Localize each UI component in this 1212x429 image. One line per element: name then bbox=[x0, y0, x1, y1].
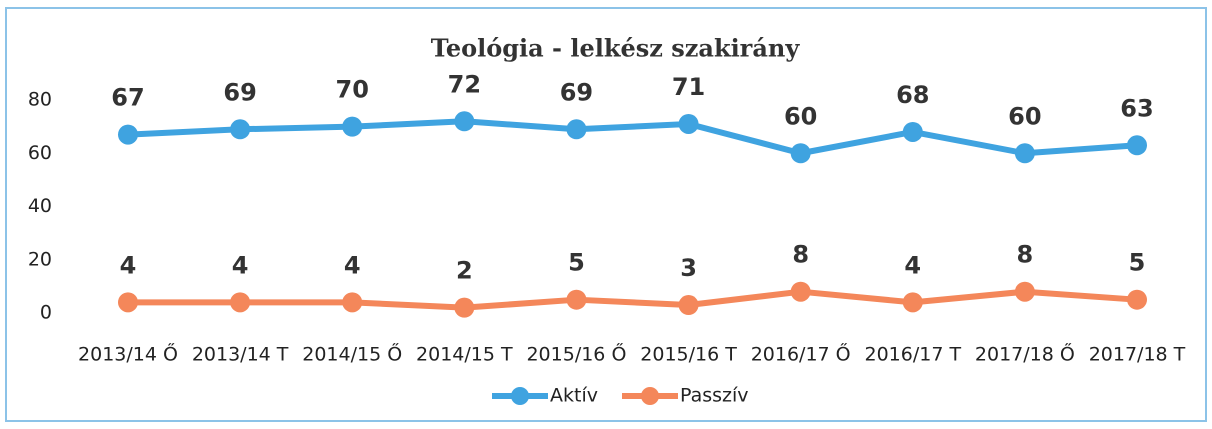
point bbox=[342, 292, 363, 313]
point bbox=[902, 292, 923, 313]
point bbox=[118, 292, 138, 313]
legend-marker bbox=[511, 387, 529, 405]
data-label: 5 bbox=[1129, 249, 1146, 277]
point bbox=[454, 111, 475, 132]
data-label: 2 bbox=[456, 257, 473, 285]
point bbox=[678, 295, 699, 316]
x-tick-label: 2014/15 Ő bbox=[302, 342, 402, 366]
x-tick-label: 2013/14 Ő bbox=[78, 342, 178, 366]
data-label: 4 bbox=[344, 251, 361, 279]
y-tick-label: 0 bbox=[40, 302, 52, 324]
y-tick-label: 20 bbox=[28, 248, 52, 270]
data-label: 68 bbox=[896, 81, 929, 109]
x-tick-label: 2014/15 T bbox=[416, 344, 513, 366]
point bbox=[118, 124, 138, 145]
data-label: 8 bbox=[792, 241, 809, 269]
x-tick-label: 2016/17 Ő bbox=[751, 342, 851, 366]
point bbox=[790, 143, 811, 164]
point bbox=[454, 297, 475, 318]
data-label: 60 bbox=[784, 102, 817, 130]
point bbox=[790, 281, 811, 302]
chart-title: Teológia - lelkész szakirány bbox=[431, 34, 801, 63]
series-line bbox=[127, 118, 1138, 157]
x-tick-label: 2017/18 Ő bbox=[975, 342, 1075, 366]
point bbox=[1127, 289, 1147, 310]
x-tick-label: 2016/17 T bbox=[864, 344, 961, 366]
x-tick-label: 2015/16 T bbox=[640, 344, 737, 366]
frame bbox=[5, 7, 1207, 422]
point bbox=[1127, 135, 1147, 156]
data-label: 4 bbox=[232, 251, 249, 279]
point bbox=[230, 292, 251, 313]
data-label: 63 bbox=[1120, 94, 1153, 122]
y-tick-label: 40 bbox=[28, 195, 52, 217]
point bbox=[678, 113, 699, 134]
data-label: 70 bbox=[336, 76, 369, 104]
y-tick-label: 60 bbox=[28, 142, 52, 164]
data-label: 4 bbox=[904, 251, 921, 279]
data-label: 60 bbox=[1008, 102, 1041, 130]
data-label: 71 bbox=[672, 73, 705, 101]
point bbox=[566, 119, 587, 140]
y-tick-label: 80 bbox=[28, 89, 52, 111]
point bbox=[1014, 281, 1035, 302]
data-label: 4 bbox=[120, 251, 137, 279]
data-label: 3 bbox=[680, 254, 697, 282]
series-line bbox=[128, 288, 1138, 311]
data-label: 69 bbox=[223, 78, 256, 106]
data-label: 67 bbox=[111, 84, 144, 112]
x-tick-label: 2013/14 T bbox=[192, 344, 289, 366]
point bbox=[566, 289, 587, 310]
point bbox=[342, 116, 363, 137]
point bbox=[902, 121, 923, 142]
point bbox=[230, 119, 251, 140]
data-label: 5 bbox=[568, 249, 585, 277]
data-label: 72 bbox=[448, 70, 481, 98]
legend-marker bbox=[641, 387, 659, 405]
data-label: 8 bbox=[1017, 241, 1034, 269]
legend-label: Aktív bbox=[550, 385, 598, 407]
legend-label: Passzív bbox=[680, 385, 749, 407]
x-tick-label: 2015/16 Ő bbox=[526, 342, 626, 366]
x-tick-label: 2017/18 T bbox=[1089, 344, 1186, 366]
data-label: 69 bbox=[560, 78, 593, 106]
point bbox=[1014, 143, 1035, 164]
